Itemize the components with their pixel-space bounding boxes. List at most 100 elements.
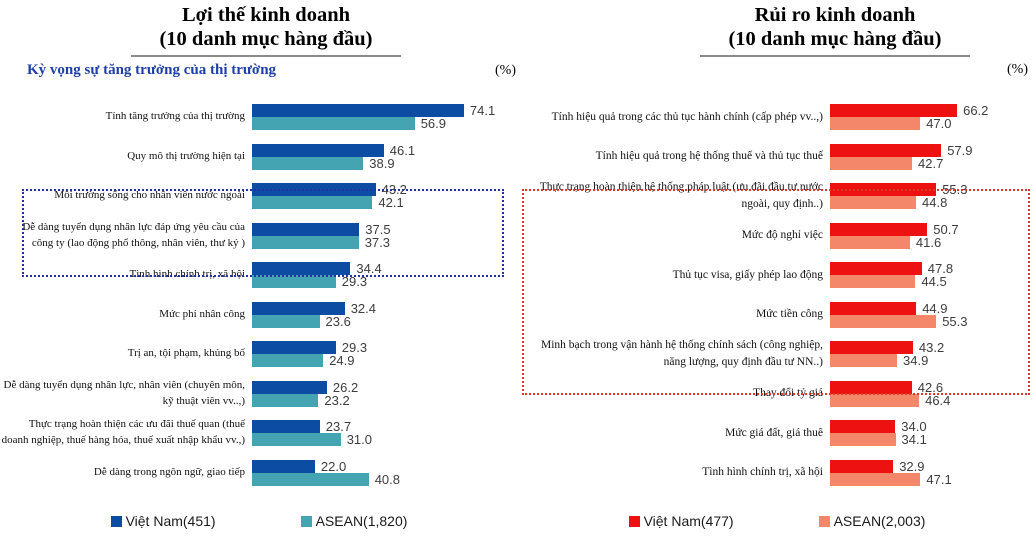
value-label: 31.0 [346, 432, 372, 448]
bar-vietnam [252, 459, 315, 473]
bar-vietnam [830, 380, 912, 394]
bar-pair: 42.6 46.4 [830, 380, 1036, 408]
bar-asean [252, 275, 336, 289]
value-label: 46.1 [389, 142, 416, 158]
bar-asean [252, 235, 359, 249]
risks-bars-area: Tính hiệu quả trong các thủ tục hành chí… [518, 97, 1036, 492]
value-label: 34.0 [901, 419, 927, 435]
bar-vietnam [830, 420, 896, 434]
risks-legend: Việt Nam(477) ASEAN(2,003) [518, 513, 1036, 529]
bar-vietnam [830, 341, 913, 355]
value-label: 26.2 [332, 379, 359, 395]
bar-pair: 57.9 42.7 [830, 142, 1036, 171]
bar-vietnam [252, 380, 327, 394]
bar-asean [830, 196, 916, 210]
value-label: 37.3 [364, 234, 390, 250]
bar-asean [252, 196, 373, 210]
value-label: 38.9 [369, 155, 395, 171]
bar-vietnam [252, 301, 345, 315]
chart-row: Mức phí nhân công 32.4 23.6 [0, 295, 518, 335]
value-label: 29.3 [341, 274, 368, 290]
value-label: 22.0 [320, 458, 347, 474]
chart-row: Tính tăng trưởng của thị trường 74.1 56.9 [0, 97, 518, 137]
advantages-title: Lợi thế kinh doanh (10 danh mục hàng đầu… [131, 3, 401, 58]
chart-row: Dễ dàng tuyển dụng nhân lực đáp ứng yêu … [0, 216, 518, 256]
value-label: 23.2 [324, 392, 350, 408]
value-label: 37.5 [365, 221, 391, 237]
chart-row: Trị an, tội phạm, khủng bố 29.3 24.9 [0, 334, 518, 374]
chart-row: Tình hình chính trị, xã hội 34.4 29.3 [0, 255, 518, 295]
value-label: 66.2 [963, 103, 989, 119]
bar-pair: 29.3 24.9 [252, 340, 518, 369]
category-label: Thủ tục visa, giấy phép lao động [672, 268, 823, 281]
bar-pair: 32.4 23.6 [252, 300, 518, 329]
category-label: Mức độ nghỉ việc [741, 229, 823, 241]
category-label: Dễ dàng trong ngôn ngữ, giao tiếp [93, 465, 245, 478]
category-label: Tính hiệu quả trong các thủ tục hành chí… [551, 110, 823, 123]
bar-vietnam [252, 104, 464, 118]
bar-vietnam [252, 341, 336, 355]
advantages-title-line1: Lợi thế kinh doanh [181, 4, 350, 26]
chart-row: Mức tiền công 44.9 55.3 [518, 295, 1036, 335]
value-label: 23.7 [325, 419, 352, 435]
value-label: 43.2 [918, 340, 945, 356]
chart-row: Thủ tục visa, giấy phép lao động 47.8 44.5 [518, 255, 1036, 295]
legend-swatch [300, 515, 312, 527]
bar-asean [830, 354, 897, 368]
value-label: 47.1 [926, 471, 952, 487]
chart-row: Quy mô thị trường hiện tại 46.1 38.9 [0, 137, 518, 177]
category-label: Tính hiệu quả trong hệ thống thuế và thủ… [595, 150, 823, 162]
bar-pair: 44.9 55.3 [830, 301, 1036, 329]
value-label: 24.9 [329, 353, 355, 369]
bar-vietnam [830, 262, 922, 276]
legend-item-asean: ASEAN(1,820) [300, 513, 408, 530]
value-label: 32.4 [350, 300, 376, 316]
legend-item-asean: ASEAN(2,003) [818, 513, 925, 529]
category-label: Tính tăng trưởng của thị trường [105, 110, 245, 123]
risks-header: Rủi ro kinh doanh (10 danh mục hàng đầu) [518, 0, 1036, 58]
bar-asean [830, 433, 896, 447]
bar-pair: 43.2 34.9 [830, 340, 1036, 368]
bar-asean [830, 235, 910, 249]
category-label: Minh bạch trong vận hành hệ thống chính … [540, 338, 823, 369]
risks-title: Rủi ro kinh doanh (10 danh mục hàng đầu) [700, 3, 970, 58]
value-label: 41.6 [915, 234, 942, 250]
advantages-unit-label: (%) [495, 63, 516, 79]
category-label: Mức giá đất, giá thuê [725, 426, 823, 439]
bar-vietnam [830, 301, 917, 315]
bar-asean [252, 314, 320, 328]
chart-row: Tình hình chính trị, xã hội 32.9 47.1 [518, 453, 1036, 493]
value-label: 34.4 [356, 261, 382, 277]
advantages-title-line2: (10 danh mục hàng đầu) [159, 28, 373, 51]
category-label: Thay đổi tỷ giá [753, 387, 823, 399]
risks-title-line2: (10 danh mục hàng đầu) [728, 28, 942, 51]
value-label: 55.3 [942, 313, 968, 329]
chart-row: Mức độ nghỉ việc 50.7 41.6 [518, 216, 1036, 256]
bar-vietnam [252, 183, 376, 197]
legend-label: ASEAN(1,820) [315, 513, 408, 530]
bar-vietnam [830, 183, 937, 197]
bar-pair: 50.7 41.6 [830, 221, 1036, 250]
bar-vietnam [830, 143, 942, 157]
advantages-bars-area: Tính tăng trưởng của thị trường 74.1 56.9 Q… [0, 97, 518, 492]
value-label: 57.9 [947, 142, 973, 158]
category-label: Tình hình chính trị, xã hội [129, 268, 245, 281]
value-label: 42.1 [378, 195, 404, 211]
bar-vietnam [252, 222, 360, 236]
bar-vietnam [830, 222, 928, 236]
value-label: 34.1 [901, 432, 927, 448]
value-label: 44.8 [922, 195, 948, 211]
category-label: Quy mô thị trường hiện tại [127, 149, 245, 162]
legend-swatch [110, 515, 122, 527]
value-label: 50.7 [933, 221, 959, 237]
chart-row: Tính hiệu quả trong các thủ tục hành chí… [518, 97, 1036, 137]
bar-pair: 34.0 34.1 [830, 419, 1036, 448]
bar-vietnam [252, 420, 320, 434]
bar-asean [830, 275, 916, 289]
bar-pair: 32.9 47.1 [830, 459, 1036, 487]
value-label: 56.9 [420, 116, 446, 132]
bar-asean [830, 156, 912, 170]
bar-pair: 47.8 44.5 [830, 261, 1036, 289]
bar-asean [830, 314, 937, 328]
